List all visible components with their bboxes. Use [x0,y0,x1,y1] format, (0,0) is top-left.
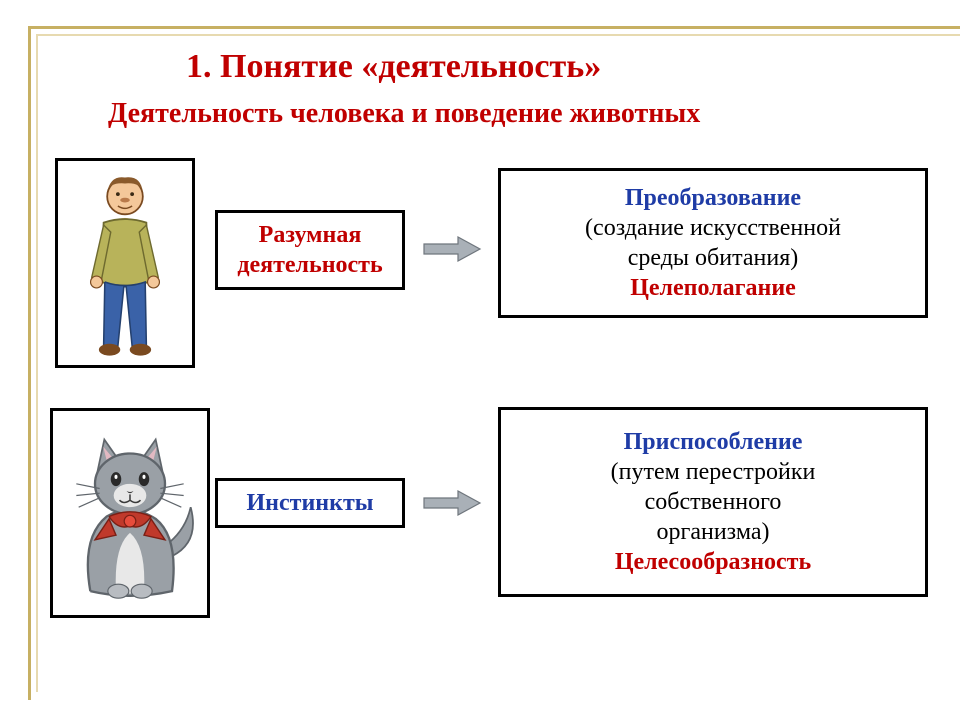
cat-icon [60,423,200,603]
result-animal-line4: организма) [657,517,770,547]
result-animal-line2: (путем перестройки [611,457,816,487]
label-animal-line1: Инстинкты [247,488,374,518]
result-human-line1: Преобразование [625,183,801,213]
arrow-icon [422,488,482,518]
label-human-line2: деятельность [237,250,382,280]
main-title: 1. Понятие «деятельность» [186,48,601,86]
label-box-human: Разумная деятельность [215,210,405,290]
result-box-animal: Приспособление (путем перестройки собств… [498,407,928,597]
frame-inner-top [36,34,960,36]
result-box-human: Преобразование (создание искусственной с… [498,168,928,318]
label-box-animal: Инстинкты [215,478,405,528]
frame-inner-left [36,34,38,692]
illustration-human [55,158,195,368]
frame-outer-top [28,26,960,29]
result-human-line2: (создание искусственной [585,213,841,243]
person-icon [65,168,185,358]
subtitle: Деятельность человека и поведение животн… [108,98,700,130]
frame-outer-left [28,26,31,700]
result-animal-line5: Целесообразность [615,547,811,577]
arrow-icon [422,234,482,264]
result-animal-line1: Приспособление [624,427,803,457]
result-human-line3: среды обитания) [628,243,799,273]
result-human-line4: Целеполагание [630,273,796,303]
illustration-cat [50,408,210,618]
result-animal-line3: собственного [645,487,782,517]
label-human-line1: Разумная [259,220,362,250]
